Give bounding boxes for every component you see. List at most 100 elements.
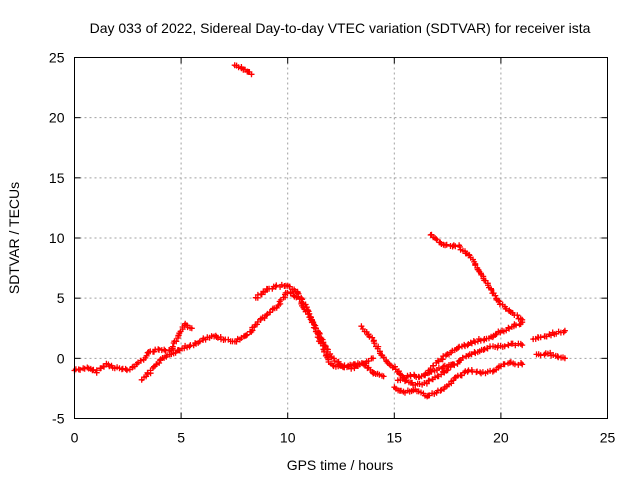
data-point — [94, 370, 98, 373]
data-point — [339, 365, 343, 368]
data-point — [254, 323, 257, 326]
data-point — [457, 375, 460, 378]
data-point — [371, 339, 375, 342]
data-point — [393, 387, 396, 390]
data-point — [164, 354, 168, 358]
data-point — [510, 325, 513, 329]
data-point — [435, 239, 439, 242]
data-point — [418, 376, 422, 379]
data-point — [371, 371, 375, 374]
series-track-b — [138, 289, 376, 383]
data-point — [510, 342, 513, 346]
series-markers — [138, 289, 376, 383]
data-point — [410, 373, 413, 377]
data-point — [521, 343, 524, 347]
data-point — [137, 361, 140, 365]
y-tick-label: 0 — [57, 350, 65, 366]
x-tick-label: 5 — [177, 430, 185, 446]
series-track-d — [358, 323, 526, 389]
data-point — [371, 357, 375, 360]
data-point — [297, 292, 300, 295]
axis-ticks: 0 5 10 15 20 25 -5 0 5 10 15 20 25 — [49, 50, 616, 446]
data-point — [179, 330, 183, 334]
series-markers — [391, 359, 526, 400]
data-point — [361, 325, 364, 329]
data-point — [141, 378, 144, 382]
series-markers — [533, 349, 568, 362]
data-point — [435, 390, 439, 394]
data-point — [553, 331, 556, 335]
data-point — [535, 353, 539, 356]
data-point — [184, 323, 187, 326]
data-point — [521, 318, 524, 322]
series-markers — [427, 231, 526, 323]
data-point — [175, 349, 179, 353]
data-point — [452, 363, 456, 366]
data-point — [446, 353, 449, 356]
series-track-h — [394, 361, 457, 384]
data-point — [233, 340, 236, 343]
data-point — [489, 287, 492, 290]
data-point — [499, 330, 503, 334]
data-point — [467, 253, 471, 257]
data-point — [245, 69, 249, 72]
data-point — [243, 335, 247, 338]
series-track-e — [391, 359, 526, 400]
data-point — [446, 244, 449, 247]
x-tick-label: 0 — [71, 430, 79, 446]
data-point — [115, 366, 119, 370]
data-point — [563, 329, 567, 332]
series-track-k — [231, 62, 255, 78]
data-point — [414, 383, 417, 387]
data-point — [457, 346, 460, 349]
data-point — [403, 390, 407, 394]
data-point — [489, 370, 492, 373]
data-point — [233, 64, 236, 68]
data-point — [265, 315, 268, 318]
data-point — [147, 351, 151, 354]
data-point — [467, 342, 471, 346]
series-track-i — [530, 327, 568, 343]
data-point — [457, 360, 460, 364]
grid — [74, 57, 608, 419]
series-markers — [530, 327, 568, 343]
data-point — [158, 347, 161, 350]
data-point — [510, 361, 513, 365]
data-point — [286, 283, 289, 287]
data-point — [499, 364, 503, 367]
data-point — [222, 337, 225, 341]
data-point — [201, 339, 204, 342]
y-tick-label: 25 — [49, 50, 65, 66]
data-point — [429, 371, 432, 374]
data-point — [499, 345, 503, 348]
data-point — [307, 311, 311, 314]
data-point — [105, 363, 108, 366]
data-point — [329, 363, 332, 366]
data-point — [425, 395, 428, 399]
data-point — [478, 371, 481, 374]
data-point — [186, 345, 189, 348]
y-tick-label: 10 — [49, 230, 65, 246]
series-track-c — [252, 281, 387, 380]
data-point — [546, 352, 550, 355]
data-point — [239, 65, 242, 69]
data-point — [435, 360, 439, 364]
data-point — [361, 361, 364, 365]
data-point — [557, 355, 560, 359]
y-axis-label: SDTVAR / TECUs — [6, 182, 22, 294]
x-axis-label: GPS time / hours — [287, 457, 394, 473]
data-point — [531, 337, 535, 341]
x-tick-label: 10 — [280, 430, 296, 446]
data-point — [563, 357, 567, 360]
chart-title: Day 033 of 2022, Sidereal Day-to-day VTE… — [90, 20, 591, 36]
data-point — [489, 346, 492, 349]
data-point — [489, 335, 492, 338]
data-point — [499, 302, 503, 306]
y-tick-label: 5 — [57, 290, 65, 306]
data-point — [542, 335, 545, 338]
y-tick-label: -5 — [52, 411, 65, 427]
data-point — [467, 369, 471, 372]
data-point — [250, 73, 253, 76]
data-point — [478, 349, 481, 353]
